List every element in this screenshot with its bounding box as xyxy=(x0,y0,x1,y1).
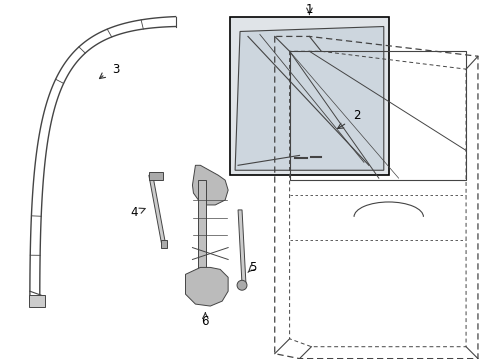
Polygon shape xyxy=(148,175,165,244)
Bar xyxy=(230,17,388,175)
Text: 4: 4 xyxy=(130,206,138,219)
Text: 1: 1 xyxy=(305,3,312,16)
Bar xyxy=(29,295,45,307)
Bar xyxy=(148,172,163,180)
Polygon shape xyxy=(192,165,228,205)
Polygon shape xyxy=(185,267,228,306)
Circle shape xyxy=(237,280,246,290)
Polygon shape xyxy=(235,27,383,170)
Polygon shape xyxy=(238,210,245,284)
Text: 6: 6 xyxy=(201,315,209,328)
Text: 2: 2 xyxy=(352,109,360,122)
Bar xyxy=(198,180,206,284)
Bar xyxy=(161,240,166,248)
Text: 5: 5 xyxy=(249,261,256,274)
Text: 3: 3 xyxy=(112,63,120,76)
